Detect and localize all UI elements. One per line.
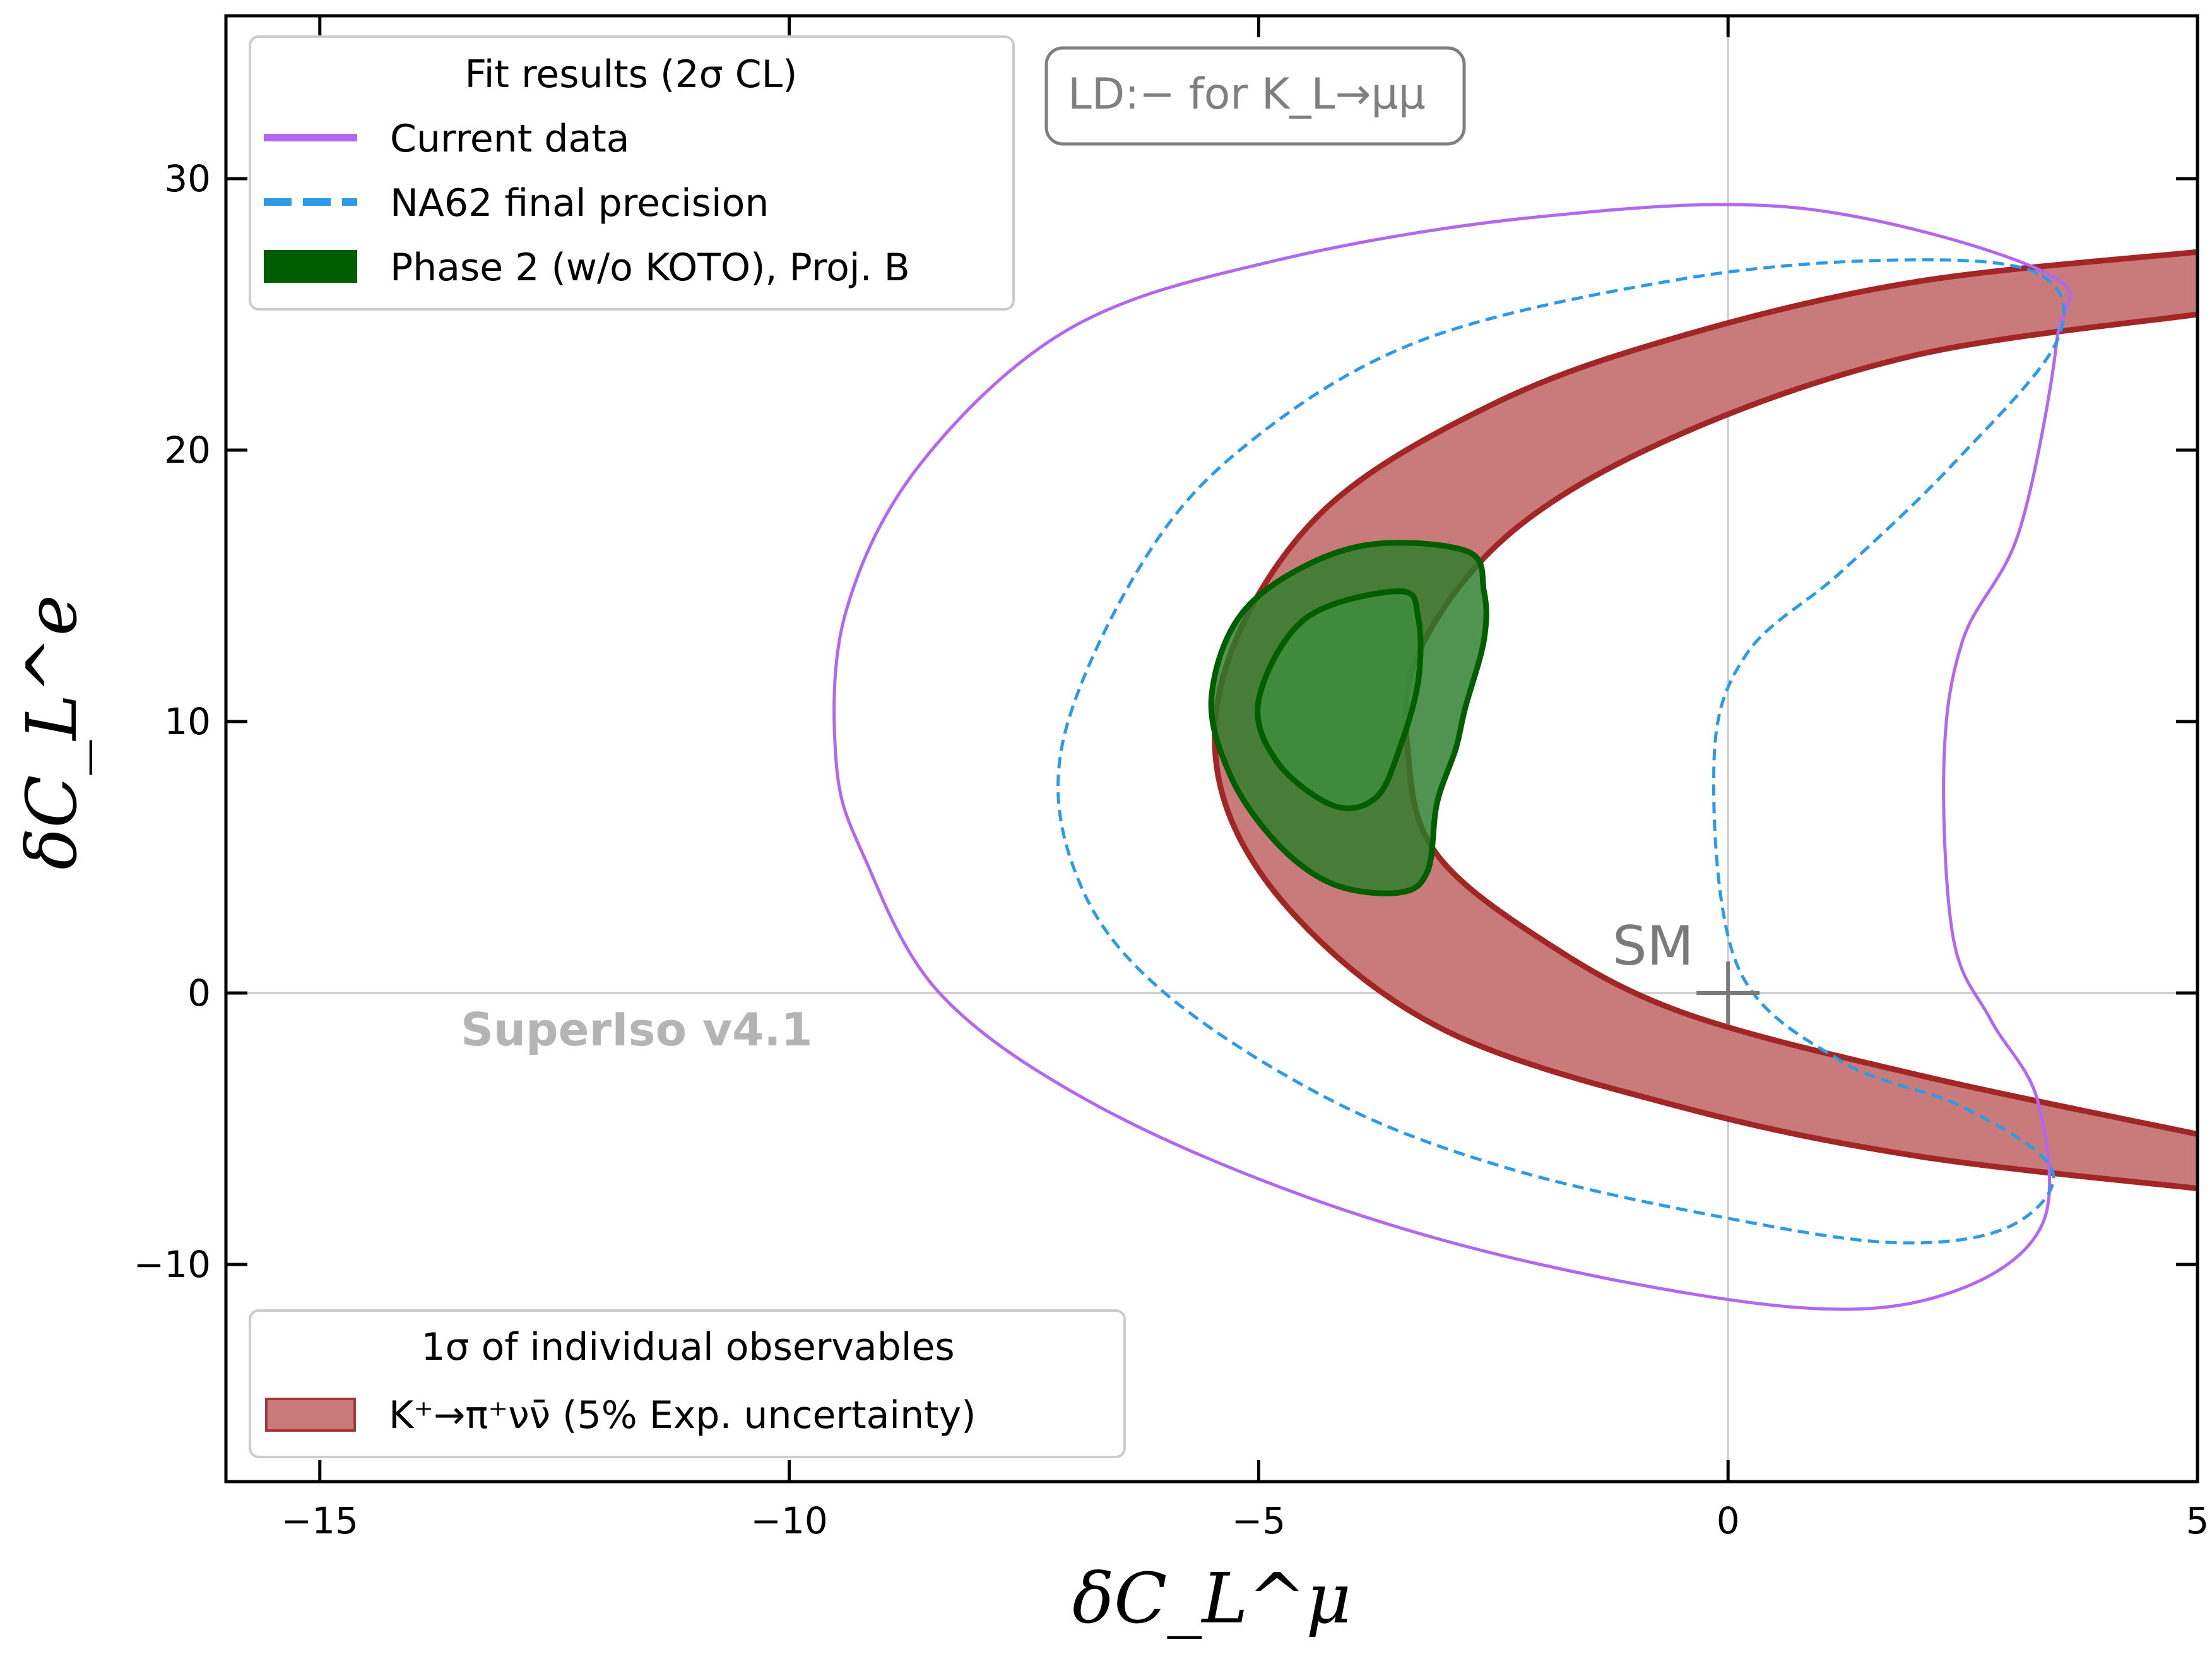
y-tick-label: 30 (164, 157, 211, 200)
legend-observables: 1σ of individual observables K⁺→π⁺νν̄ (5… (249, 1309, 1126, 1458)
superiso-watermark: SuperIso v4.1 (461, 1003, 813, 1056)
x-tick-label: 0 (1717, 1499, 1740, 1542)
annotation-box-label: LD:− for K_L→μμ (1068, 69, 1426, 119)
y-tick-label: 10 (164, 700, 211, 743)
plot-data-layer (226, 16, 2197, 1482)
sm-point-label: SM (1612, 915, 1694, 978)
sm-marker (1696, 961, 1760, 1025)
legend-current-data-label: Current data (390, 117, 630, 161)
legend-fit-results: Fit results (2σ CL) Current data NA62 fi… (249, 35, 1015, 311)
phase2-inner-contour (1255, 588, 1424, 811)
x-tick-label: 5 (2186, 1499, 2209, 1542)
y-tick-label: 0 (187, 972, 211, 1014)
y-tick-label: 20 (164, 429, 211, 472)
legend-phase2-label: Phase 2 (w/o KOTO), Proj. B (390, 246, 910, 290)
legend-kpinunu-label: K⁺→π⁺νν̄ (5% Exp. uncertainty) (389, 1393, 976, 1437)
annotation-box: LD:− for K_L→μμ (1044, 46, 1466, 146)
axes-layer: −15 −10 −5 0 5 −10 0 10 20 30 (134, 14, 2209, 1542)
legend-fit-title: Fit results (2σ CL) (465, 52, 798, 97)
current-data-contour (832, 203, 2072, 1311)
legend-phase2-swatch (264, 250, 357, 283)
legend-kpinunu-swatch (265, 1398, 356, 1432)
y-axis-label: δC_L^e (11, 595, 92, 870)
x-axis-label: δC_L^μ (1072, 1558, 1351, 1639)
legend-obs-title: 1σ of individual observables (421, 1325, 954, 1369)
annotation-box-frame (1044, 46, 1466, 146)
annotation-box-text: LD:− for K_L→μμ (1068, 69, 1426, 119)
x-tick-label: −5 (1232, 1499, 1286, 1542)
plot-frame (224, 14, 2199, 1484)
x-tick-label: −10 (750, 1499, 827, 1542)
y-axis-label-text: δC_L^e (11, 595, 92, 870)
legend-fit-frame (249, 35, 1015, 311)
legend-na62-label: NA62 final precision (390, 181, 769, 225)
x-axis-label-text: δC_L^μ (1072, 1558, 1351, 1639)
x-tick-label: −15 (281, 1499, 358, 1542)
legend-obs-frame (249, 1309, 1126, 1458)
na62-contour (1056, 258, 2066, 1245)
kpinunu-band-fill (1214, 252, 2197, 1189)
y-tick-label: −10 (134, 1243, 211, 1286)
